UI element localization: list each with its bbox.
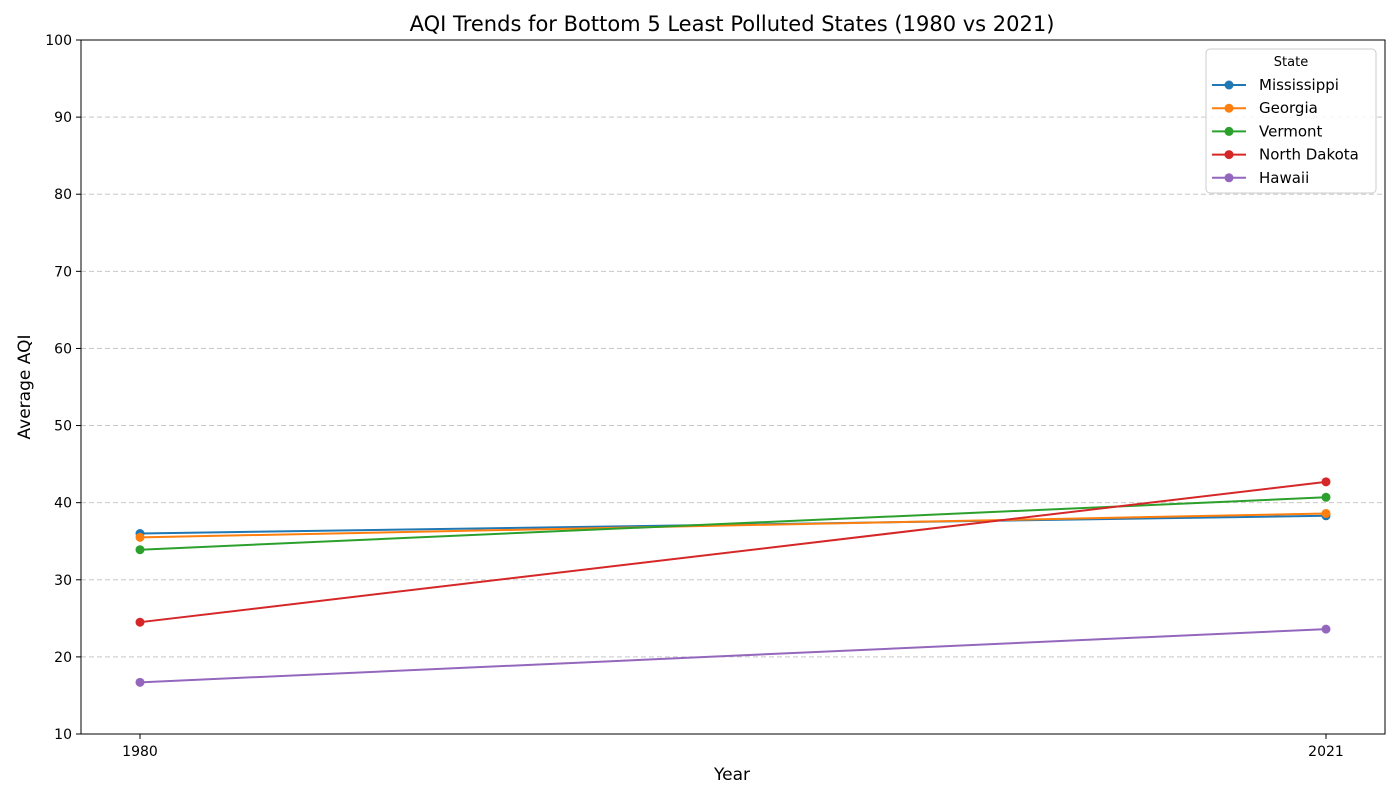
y-tick-label: 50	[54, 419, 72, 435]
legend-item-vermont: Vermont	[1212, 122, 1323, 140]
legend-swatch-marker	[1224, 80, 1234, 90]
y-tick-label: 60	[54, 341, 72, 357]
legend-label: Georgia	[1259, 99, 1318, 117]
legend-label: Vermont	[1259, 122, 1323, 140]
data-point-vermont	[135, 545, 145, 555]
y-tick-label: 40	[54, 496, 72, 512]
y-tick-label: 10	[54, 727, 72, 743]
y-tick-label: 30	[54, 573, 72, 589]
x-tick-label: 1980	[122, 744, 158, 760]
series-line-hawaii	[139, 628, 1327, 684]
series-layer	[135, 477, 1331, 687]
series-georgia	[135, 508, 1331, 542]
series-north-dakota	[135, 477, 1331, 627]
legend-swatch-marker	[1224, 103, 1234, 113]
legend-box	[1205, 48, 1377, 194]
series-line-vermont	[139, 496, 1327, 551]
y-tick-label: 70	[54, 264, 72, 280]
y-tick-label: 80	[54, 187, 72, 203]
plot-frame	[80, 39, 1386, 735]
legend-item-north-dakota: North Dakota	[1212, 146, 1359, 164]
legend-item-mississippi: Mississippi	[1212, 76, 1339, 94]
legend-item-hawaii: Hawaii	[1212, 169, 1309, 187]
data-point-hawaii	[1321, 624, 1331, 634]
legend-items: Mississippi Georgia Vermont North Dakota Haw…	[1212, 76, 1359, 187]
series-line-north-dakota	[139, 480, 1327, 624]
x-axis: 1980 2021	[122, 734, 1344, 760]
data-point-georgia	[135, 532, 145, 542]
y-tick-label: 90	[54, 110, 72, 126]
legend-swatch-marker	[1224, 173, 1234, 183]
data-point-vermont	[1321, 492, 1331, 502]
legend: State Mississippi Georgia Vermont North Dak…	[1205, 48, 1377, 194]
x-axis-label: Year	[713, 765, 750, 785]
legend-label: Hawaii	[1259, 169, 1309, 187]
series-line-georgia	[139, 512, 1327, 539]
legend-label: North Dakota	[1259, 146, 1359, 164]
legend-swatch-marker	[1224, 126, 1234, 136]
data-point-hawaii	[135, 677, 145, 687]
legend-swatch-marker	[1224, 150, 1234, 160]
data-point-north-dakota	[135, 617, 145, 627]
series-hawaii	[135, 624, 1331, 687]
grid-lines	[81, 116, 1385, 658]
legend-title: State	[1274, 55, 1308, 70]
y-axis-label: Average AQI	[15, 335, 35, 440]
legend-item-georgia: Georgia	[1212, 99, 1318, 117]
data-point-georgia	[1321, 508, 1331, 518]
y-tick-label: 100	[45, 33, 72, 49]
data-point-north-dakota	[1321, 477, 1331, 487]
y-axis: 10 20 30 40 50 60 70 80 90 100	[45, 33, 81, 743]
y-tick-label: 20	[54, 650, 72, 666]
legend-label: Mississippi	[1259, 76, 1339, 94]
chart-title: AQI Trends for Bottom 5 Least Polluted S…	[410, 12, 1055, 36]
x-tick-label: 2021	[1308, 744, 1344, 760]
